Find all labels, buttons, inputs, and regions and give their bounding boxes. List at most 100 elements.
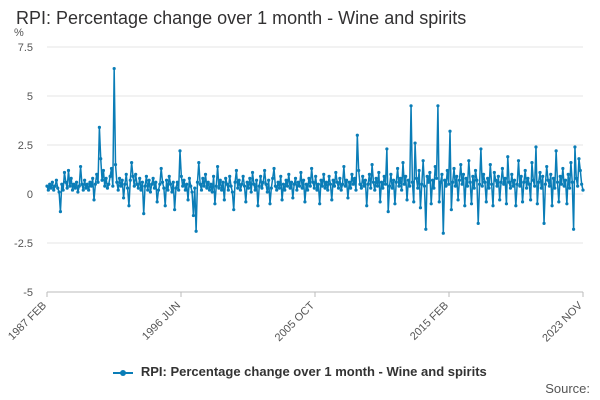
- data-point[interactable]: [130, 161, 134, 165]
- data-point[interactable]: [334, 170, 338, 175]
- data-point[interactable]: [65, 186, 69, 190]
- data-point[interactable]: [203, 172, 208, 176]
- data-point[interactable]: [580, 182, 584, 186]
- data-point[interactable]: [524, 186, 529, 190]
- data-point[interactable]: [494, 178, 498, 182]
- data-point[interactable]: [99, 157, 103, 161]
- data-point[interactable]: [283, 188, 287, 192]
- data-point[interactable]: [189, 184, 193, 188]
- data-point[interactable]: [374, 176, 378, 180]
- data-point[interactable]: [89, 184, 93, 188]
- data-point[interactable]: [209, 182, 213, 186]
- data-point[interactable]: [537, 180, 541, 184]
- data-point[interactable]: [393, 202, 397, 206]
- data-point[interactable]: [457, 178, 462, 182]
- data-point[interactable]: [453, 184, 457, 188]
- data-point[interactable]: [499, 180, 503, 184]
- data-point[interactable]: [434, 176, 439, 180]
- data-point[interactable]: [467, 159, 471, 163]
- data-point[interactable]: [436, 104, 440, 108]
- data-point[interactable]: [220, 188, 224, 192]
- data-point[interactable]: [191, 213, 196, 218]
- data-point[interactable]: [343, 184, 347, 188]
- data-point[interactable]: [109, 166, 114, 171]
- data-point[interactable]: [546, 178, 550, 182]
- data-point[interactable]: [347, 180, 351, 184]
- data-point[interactable]: [96, 180, 100, 184]
- data-point[interactable]: [551, 176, 556, 180]
- data-point[interactable]: [241, 174, 245, 178]
- data-point[interactable]: [190, 190, 194, 194]
- data-point[interactable]: [240, 182, 244, 186]
- data-point[interactable]: [389, 172, 393, 176]
- data-point[interactable]: [362, 184, 366, 188]
- data-point[interactable]: [344, 178, 349, 182]
- data-point[interactable]: [107, 182, 111, 186]
- data-point[interactable]: [93, 182, 97, 186]
- data-point[interactable]: [46, 188, 50, 192]
- data-point[interactable]: [248, 176, 252, 180]
- data-point[interactable]: [124, 172, 128, 176]
- data-point[interactable]: [555, 180, 560, 184]
- data-point[interactable]: [95, 172, 99, 176]
- data-point[interactable]: [257, 184, 261, 188]
- data-point[interactable]: [514, 204, 518, 208]
- data-point[interactable]: [377, 170, 381, 175]
- data-point[interactable]: [148, 190, 153, 194]
- data-point[interactable]: [174, 186, 178, 190]
- data-point[interactable]: [263, 168, 267, 173]
- data-point[interactable]: [303, 200, 307, 204]
- data-point[interactable]: [135, 182, 139, 186]
- data-point[interactable]: [526, 176, 530, 180]
- data-point[interactable]: [398, 176, 402, 180]
- data-point[interactable]: [131, 174, 135, 178]
- data-point[interactable]: [236, 186, 240, 190]
- data-point[interactable]: [437, 200, 441, 204]
- data-point[interactable]: [250, 170, 255, 175]
- data-point[interactable]: [432, 186, 436, 190]
- data-point[interactable]: [62, 170, 67, 175]
- data-point[interactable]: [245, 180, 249, 184]
- data-point[interactable]: [339, 188, 343, 192]
- data-point[interactable]: [441, 231, 445, 235]
- data-point[interactable]: [275, 188, 279, 192]
- data-point[interactable]: [327, 174, 331, 178]
- data-point[interactable]: [401, 161, 405, 165]
- data-point[interactable]: [187, 176, 191, 180]
- data-point[interactable]: [342, 164, 346, 169]
- data-point[interactable]: [138, 176, 142, 180]
- data-point[interactable]: [359, 186, 363, 190]
- data-point[interactable]: [288, 186, 292, 190]
- data-point[interactable]: [58, 210, 63, 214]
- data-point[interactable]: [207, 188, 212, 192]
- data-point[interactable]: [483, 180, 487, 184]
- data-point[interactable]: [416, 186, 420, 190]
- data-point[interactable]: [72, 182, 76, 186]
- data-point[interactable]: [534, 145, 538, 149]
- data-point[interactable]: [386, 210, 390, 214]
- data-point[interactable]: [289, 180, 294, 184]
- data-point[interactable]: [249, 190, 253, 194]
- data-point[interactable]: [515, 182, 519, 186]
- data-point[interactable]: [506, 155, 510, 159]
- data-point[interactable]: [378, 200, 382, 204]
- data-point[interactable]: [88, 180, 92, 184]
- data-point[interactable]: [119, 184, 123, 188]
- data-point[interactable]: [535, 202, 539, 206]
- data-point[interactable]: [530, 161, 534, 165]
- data-point[interactable]: [183, 188, 187, 192]
- data-point[interactable]: [117, 176, 122, 180]
- data-point[interactable]: [73, 186, 77, 190]
- data-point[interactable]: [476, 221, 480, 225]
- data-point[interactable]: [488, 163, 492, 167]
- data-point[interactable]: [324, 180, 329, 184]
- data-point[interactable]: [550, 204, 554, 208]
- data-point[interactable]: [264, 182, 268, 186]
- data-point[interactable]: [108, 174, 112, 178]
- data-point[interactable]: [473, 168, 478, 173]
- data-point[interactable]: [358, 182, 362, 186]
- data-point[interactable]: [567, 186, 572, 190]
- data-point[interactable]: [198, 182, 202, 186]
- data-point[interactable]: [281, 182, 286, 186]
- data-point[interactable]: [81, 188, 85, 192]
